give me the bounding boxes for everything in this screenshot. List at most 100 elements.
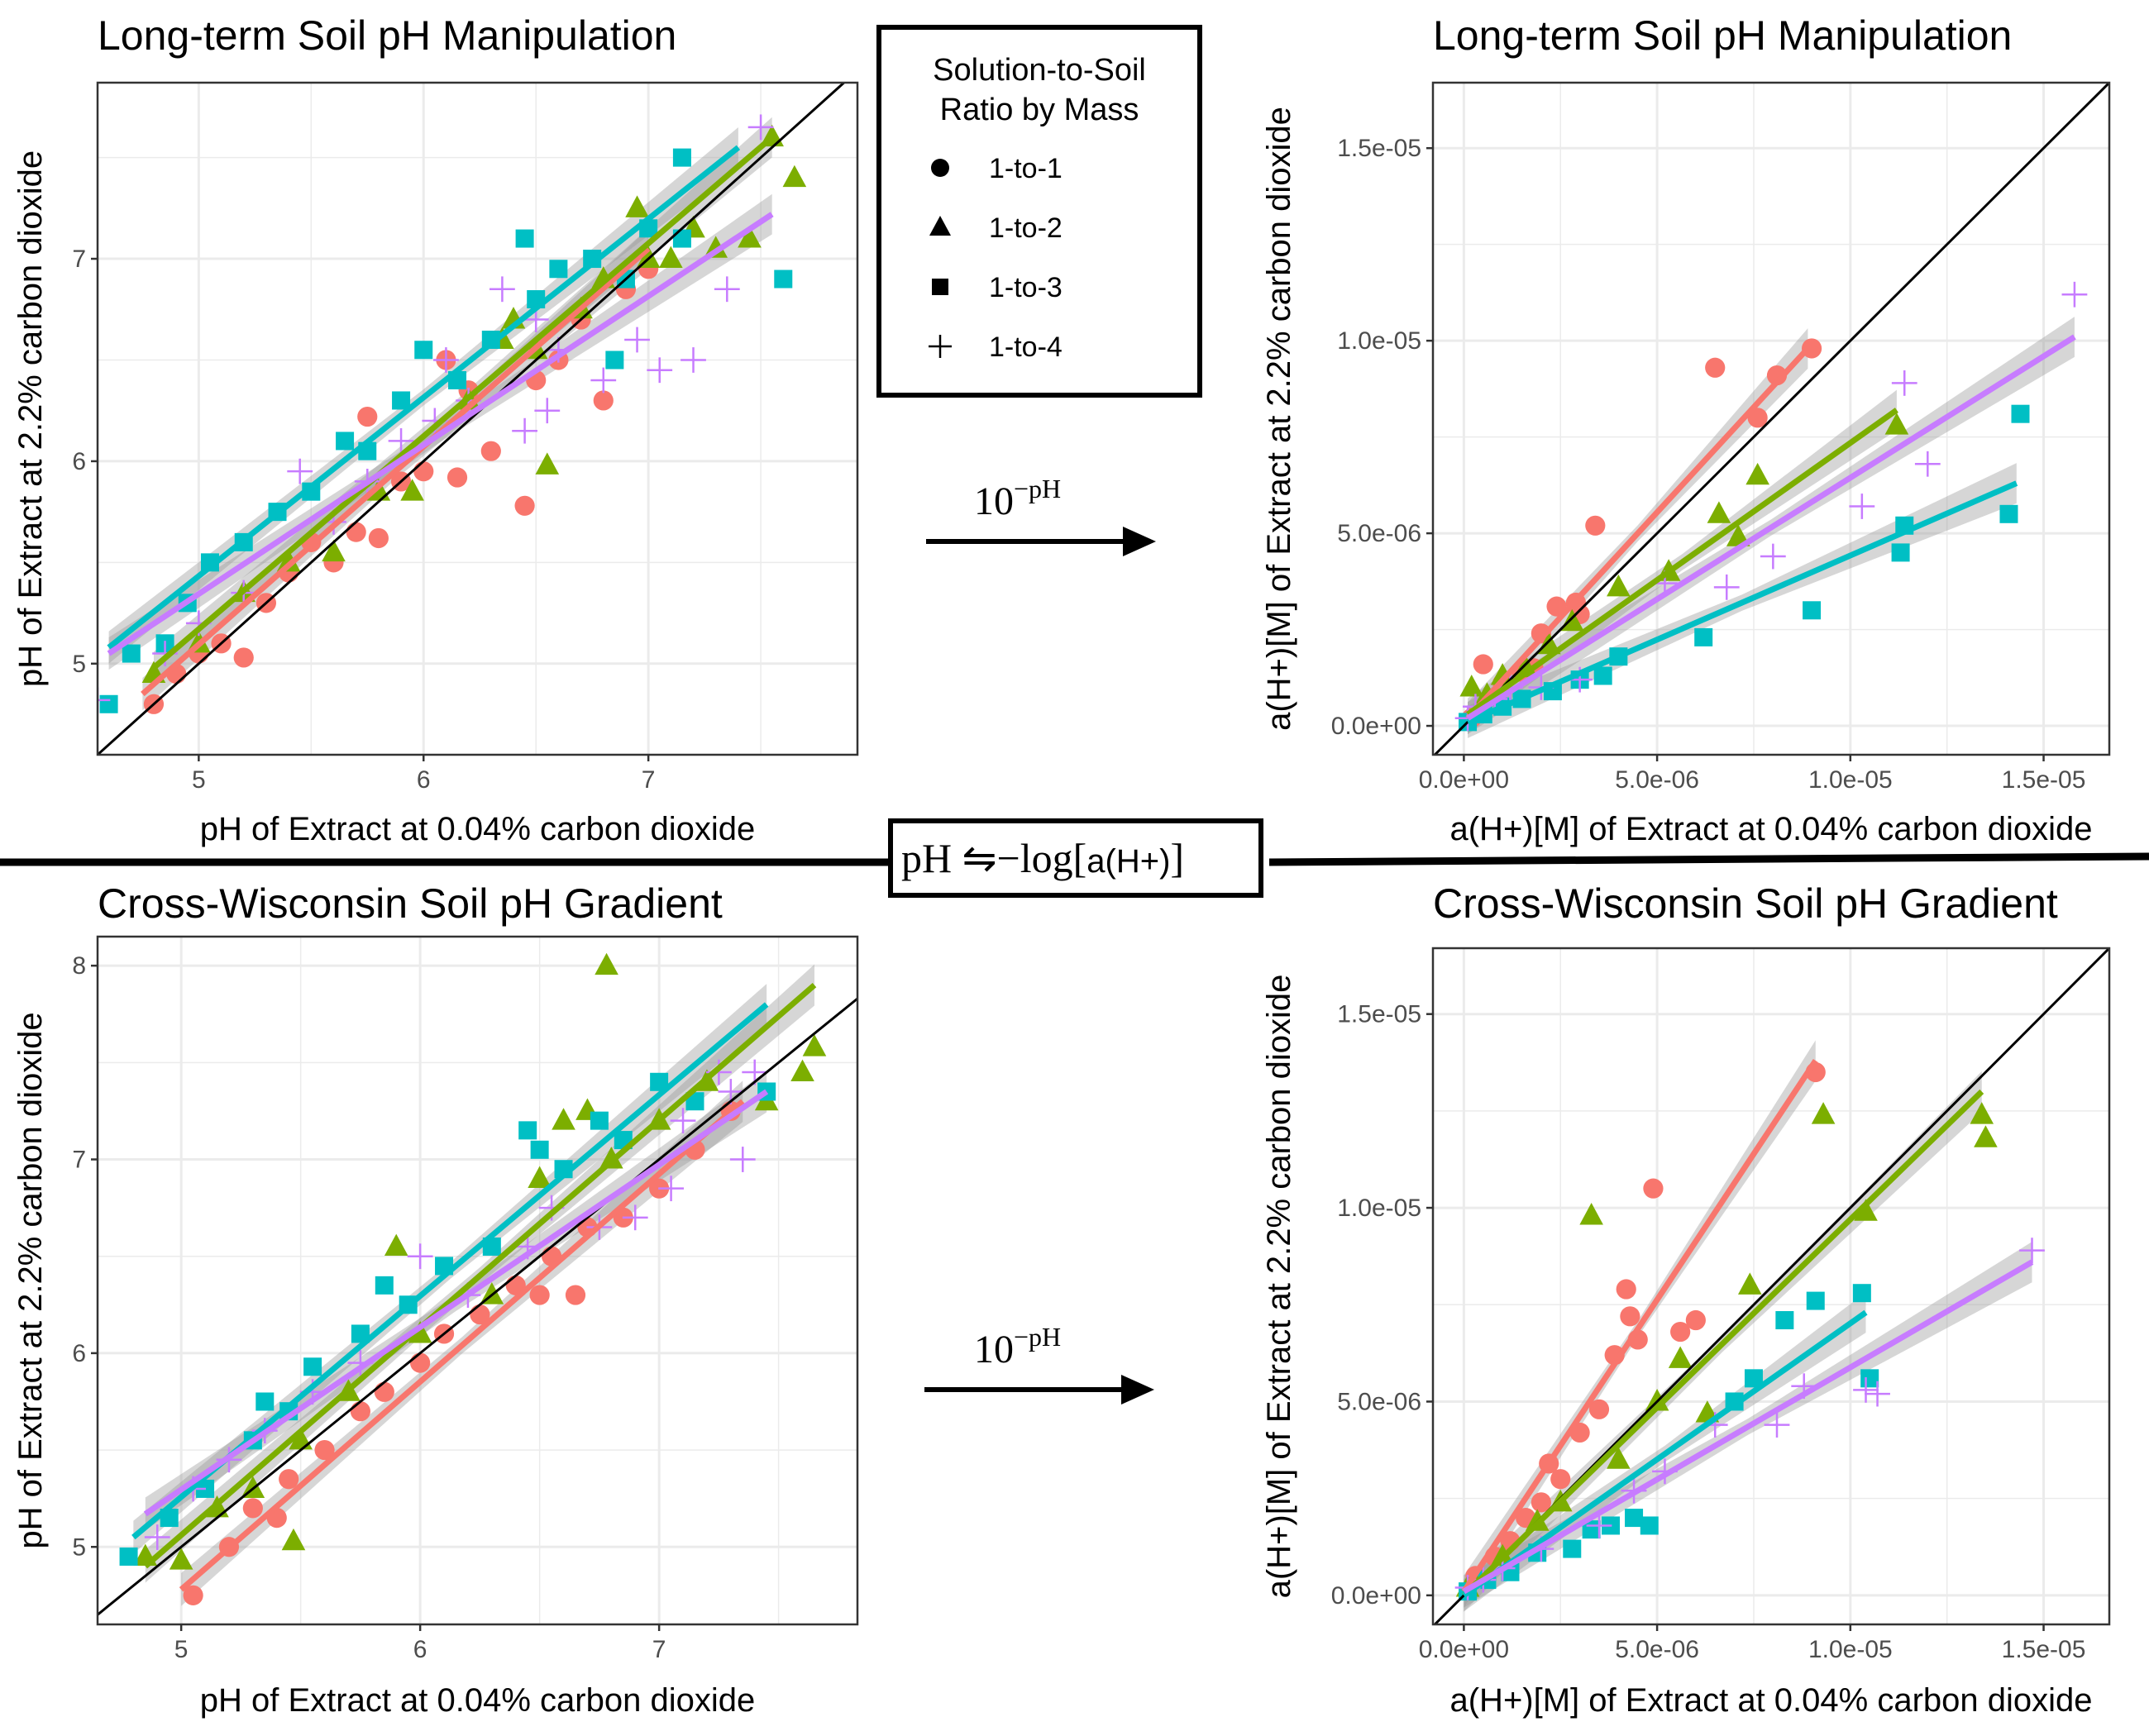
point-1-to-2-8: [1668, 1346, 1693, 1368]
point-1-to-4-19: [747, 114, 774, 141]
point-1-to-3-9: [1803, 601, 1822, 620]
point-1-to-2-14: [1974, 1125, 1998, 1147]
point-1-to-2-6: [1607, 574, 1631, 597]
point-1-to-4-21: [433, 347, 459, 373]
point-1-to-3-10: [1744, 1369, 1763, 1388]
fit-line-1-to-1: [1465, 346, 1810, 721]
y-axis-label: a(H+)[M] of Extract at 2.2% carbon dioxi…: [1261, 107, 1297, 731]
point-1-to-3-11: [414, 341, 433, 360]
transform-arrow-bottom: 10−pH: [924, 1322, 1154, 1405]
x-axis-label: a(H+)[M] of Extract at 0.04% carbon diox…: [1449, 1682, 2092, 1719]
x-tick-label: 0.0e+00: [1419, 766, 1509, 794]
x-tick-label: 6: [417, 766, 431, 794]
y-tick-label: 6: [72, 1340, 86, 1367]
legend-label-1-to-3: 1-to-3: [989, 272, 1063, 303]
point-1-to-1-12: [1643, 1178, 1664, 1199]
point-1-to-3-15: [549, 260, 568, 279]
y-axis-label: pH of Extract at 2.2% carbon dioxide: [12, 1012, 49, 1548]
x-axis-label: pH of Extract at 0.04% carbon dioxide: [200, 811, 755, 847]
point-1-to-3-22: [515, 229, 534, 248]
point-1-to-2-11: [1811, 1102, 1836, 1124]
fit-line-1-to-3: [1462, 1309, 1868, 1598]
plot-area: [98, 83, 846, 755]
point-1-to-1-0: [183, 1585, 203, 1605]
panel-tr: 0.0e+00 5.0e-06 1.0e-05 1.5e-05 0.0e+00 5.0e-…: [1261, 12, 2111, 847]
point-1-to-3-10: [1891, 543, 1910, 562]
plot-area: [1433, 948, 2109, 1624]
point-1-to-4-18: [714, 276, 740, 303]
y-tick-label: 0.0e+00: [1331, 713, 1421, 740]
point-1-to-2-7: [384, 1233, 408, 1256]
point-1-to-3-14: [1860, 1369, 1879, 1388]
point-1-to-2-0: [1459, 675, 1484, 697]
point-1-to-1-14: [1685, 1309, 1706, 1331]
point-1-to-3-12: [1999, 504, 2018, 523]
x-tick-label: 6: [413, 1636, 427, 1663]
y-axis-label: pH of Extract at 2.2% carbon dioxide: [12, 150, 49, 687]
point-1-to-1-4: [233, 647, 254, 668]
point-1-to-3-19: [672, 229, 691, 248]
point-1-to-3-0: [119, 1547, 138, 1566]
point-1-to-4-4: [287, 458, 313, 484]
x-axis-label: a(H+)[M] of Extract at 0.04% carbon diox…: [1449, 811, 2092, 847]
point-1-to-3-19: [518, 1121, 537, 1140]
point-1-to-1-5: [350, 1401, 370, 1422]
y-tick-label: 1.0e-05: [1337, 327, 1421, 355]
point-1-to-2-17: [790, 1059, 814, 1082]
point-1-to-1-4: [314, 1439, 335, 1461]
x-axis-label: pH of Extract at 0.04% carbon dioxide: [200, 1682, 755, 1719]
point-1-to-1-9: [1705, 357, 1726, 378]
fit-line-1-to-4: [1466, 334, 2076, 721]
y-tick-label: 6: [72, 448, 86, 475]
identity-line: [1433, 83, 2109, 755]
x-tick-label: 1.5e-05: [2002, 766, 2086, 794]
point-1-to-3-13: [2011, 404, 2030, 423]
point-1-to-2-21: [636, 246, 661, 269]
point-1-to-2-12: [595, 952, 618, 975]
y-axis-label: a(H+)[M] of Extract at 2.2% carbon dioxi…: [1261, 975, 1297, 1599]
x-tick-label: 5.0e-06: [1615, 766, 1699, 794]
panel-border: [1431, 81, 2111, 756]
point-1-to-4-7: [388, 428, 414, 454]
x-tick-label: 5: [192, 766, 206, 794]
point-1-to-4-17: [681, 347, 706, 373]
y-tick-label: 1.0e-05: [1337, 1195, 1421, 1222]
point-1-to-4-10: [1853, 1376, 1879, 1403]
point-1-to-1-11: [1620, 1306, 1640, 1327]
point-1-to-2-8: [408, 1321, 432, 1343]
point-1-to-4-6: [407, 1243, 433, 1270]
point-1-to-1-3: [279, 1469, 299, 1490]
point-1-to-2-1: [169, 1548, 193, 1570]
point-1-to-3-10: [392, 391, 411, 410]
point-1-to-1-7: [410, 1352, 431, 1373]
point-1-to-4-20: [534, 398, 561, 424]
y-tick-label: 7: [72, 1147, 86, 1174]
fit-line-1-to-1: [179, 1099, 745, 1592]
point-1-to-3-6: [1593, 666, 1612, 685]
identity-line: [98, 997, 857, 1617]
panel-tl: 5 6 7 5 6 7 Long-term Soil pH Manipulation pH o…: [12, 12, 859, 847]
fit-line-1-to-2: [151, 135, 774, 670]
point-1-to-1-12: [565, 1285, 586, 1305]
point-1-to-1-19: [529, 1285, 550, 1305]
y-tick-label: 8: [72, 952, 86, 980]
chart-title: Cross-Wisconsin Soil pH Gradient: [1433, 880, 2058, 927]
chart-title: Long-term Soil pH Manipulation: [98, 12, 676, 59]
y-tick-label: 5: [72, 651, 86, 678]
point-1-to-2-5: [1579, 1203, 1603, 1225]
point-1-to-4-8: [1764, 1412, 1790, 1438]
point-1-to-4-12: [658, 1176, 684, 1202]
x-tick-label: 1.0e-05: [1808, 766, 1893, 794]
point-1-to-3-5: [303, 1357, 322, 1376]
x-tick-label: 1.5e-05: [2002, 1636, 2086, 1663]
y-tick-label: 5: [72, 1533, 86, 1561]
fit-line-1-to-1: [141, 246, 651, 697]
point-1-to-1-15: [480, 441, 501, 461]
point-1-to-4-9: [1849, 494, 1875, 519]
point-1-to-2-4: [322, 539, 346, 562]
point-1-to-3-0: [99, 694, 118, 713]
point-1-to-2-8: [1707, 501, 1731, 523]
fit-line-1-to-2: [143, 982, 817, 1569]
point-1-to-4-4: [1586, 1513, 1612, 1538]
